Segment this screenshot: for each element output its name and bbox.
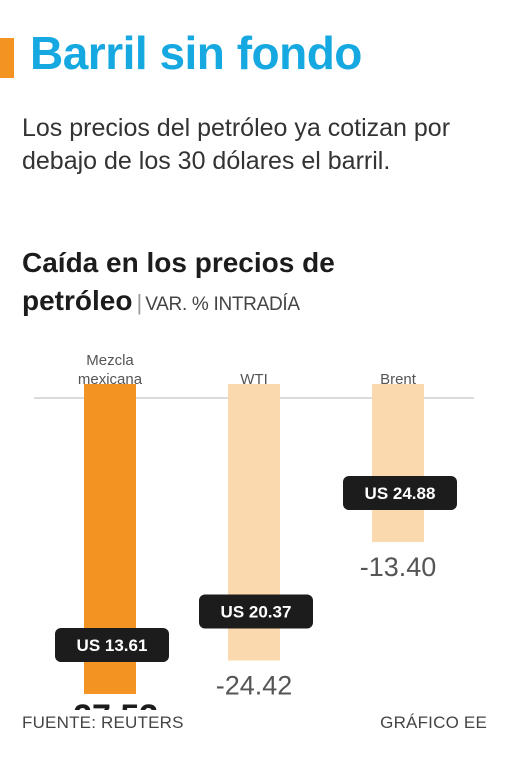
bar-2 <box>372 384 424 543</box>
category-label-2: Brent <box>380 371 417 388</box>
headline: Barril sin fondo <box>30 27 362 79</box>
chart-title: Caída en los precios de petróleo <box>22 247 335 316</box>
value-label-2: -13.40 <box>360 552 437 582</box>
category-label-0: Mezcla mexicana <box>78 352 143 388</box>
value-label-0: -27.53 <box>62 698 158 710</box>
title-separator: | <box>136 290 143 315</box>
value-label-1: -24.42 <box>216 671 293 701</box>
source-note: FUENTE: REUTERS <box>22 713 184 732</box>
deck-text: Los precios del petróleo ya cotizan por … <box>22 114 451 175</box>
price-badge-2 <box>343 476 457 511</box>
chart-title-block: Caída en los precios de petróleo | VAR. % … <box>22 244 492 324</box>
price-label-1: US 20.37 <box>221 603 292 622</box>
chart-subtitle: VAR. % INTRADÍA <box>145 294 300 315</box>
price-label-0: US 13.61 <box>77 636 148 655</box>
accent-bar <box>0 38 14 78</box>
price-badge-1 <box>199 594 313 629</box>
price-label-2: US 24.88 <box>365 484 436 503</box>
credit-note: GRÁFICO EE <box>380 713 487 732</box>
category-label-1: WTI <box>240 371 268 388</box>
price-badge-0 <box>55 627 169 662</box>
